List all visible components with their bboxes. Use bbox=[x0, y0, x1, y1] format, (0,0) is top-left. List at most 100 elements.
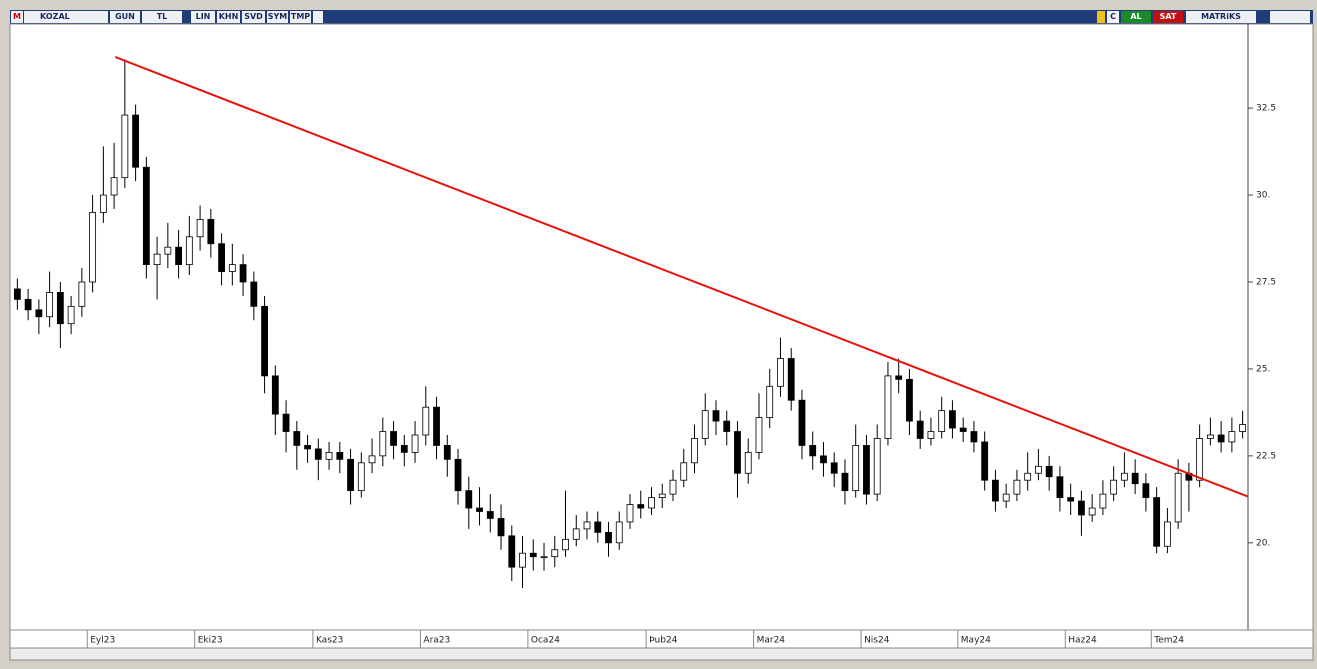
candle-body bbox=[13, 288, 21, 300]
candle-body bbox=[218, 243, 225, 272]
candle-body bbox=[142, 166, 150, 266]
candle-body bbox=[228, 264, 236, 272]
candle-body bbox=[110, 177, 118, 196]
candle-body bbox=[1142, 483, 1150, 498]
candle-body bbox=[1121, 472, 1128, 481]
x-tick-label: Mar24 bbox=[757, 636, 786, 646]
candle-body bbox=[132, 114, 140, 168]
button[interactable]: KHN bbox=[217, 11, 240, 23]
x-tick-label: Haz24 bbox=[1068, 636, 1097, 646]
candle-body bbox=[583, 521, 591, 530]
candle-body bbox=[820, 455, 827, 464]
candle-body bbox=[314, 448, 322, 460]
candle-body bbox=[99, 194, 107, 213]
candle-body bbox=[89, 212, 97, 283]
candle-body bbox=[508, 535, 516, 568]
button[interactable]: TMP bbox=[290, 11, 311, 23]
chart-frame bbox=[9, 23, 1314, 631]
y-tick-label: 20. bbox=[1256, 538, 1270, 548]
y-tick-label: 22.5 bbox=[1256, 451, 1276, 461]
candle-body bbox=[1196, 438, 1204, 481]
x-tick-label: May24 bbox=[961, 636, 991, 646]
candle-body bbox=[755, 417, 763, 453]
sell-button[interactable]: SAT bbox=[1153, 11, 1183, 23]
candle-body bbox=[1228, 431, 1236, 443]
candle-body bbox=[841, 472, 849, 492]
candle-body bbox=[304, 445, 311, 450]
candle-body bbox=[336, 451, 344, 460]
candle-body bbox=[798, 399, 806, 446]
logo[interactable]: M bbox=[11, 11, 23, 23]
candle-body bbox=[884, 375, 892, 439]
x-tick-label: Kas23 bbox=[316, 636, 343, 646]
candle-body bbox=[271, 375, 279, 415]
button[interactable]: LIN bbox=[191, 11, 215, 23]
candle-body bbox=[1239, 424, 1247, 432]
button[interactable]: SYM bbox=[267, 11, 288, 23]
dropdown[interactable] bbox=[313, 11, 323, 23]
x-tick-label: Oca24 bbox=[531, 636, 560, 646]
button[interactable]: C bbox=[1107, 11, 1119, 23]
candle-body bbox=[594, 521, 602, 533]
buy-button[interactable]: AL bbox=[1121, 11, 1151, 23]
x-tick-label: Eyl23 bbox=[90, 636, 115, 646]
candle-body bbox=[970, 431, 978, 443]
candle-body bbox=[368, 455, 376, 464]
candle-body bbox=[250, 281, 258, 307]
candle-body bbox=[916, 420, 924, 439]
candle-body bbox=[680, 462, 688, 481]
candle-body bbox=[734, 431, 741, 474]
candle-body bbox=[1088, 507, 1096, 516]
candle-body bbox=[938, 410, 946, 432]
candle-body bbox=[56, 292, 64, 325]
candle-body bbox=[744, 451, 752, 474]
candle-body bbox=[411, 434, 419, 453]
x-tick-label: Eki23 bbox=[198, 636, 223, 646]
candle-body bbox=[1002, 493, 1010, 502]
button[interactable]: TL bbox=[142, 11, 182, 23]
candle-body bbox=[497, 518, 505, 537]
candle-body bbox=[282, 413, 290, 432]
x-tick-label: Ara23 bbox=[423, 636, 450, 646]
candle-body bbox=[196, 218, 204, 238]
candle-body bbox=[605, 531, 612, 544]
candle-body bbox=[164, 246, 172, 255]
candle-body bbox=[1217, 434, 1225, 443]
candle-body bbox=[1206, 434, 1214, 439]
candle-body bbox=[24, 298, 32, 311]
candle-body bbox=[895, 375, 903, 380]
candle-body bbox=[648, 497, 655, 509]
flash-icon[interactable] bbox=[1097, 11, 1105, 23]
candle-body bbox=[325, 451, 333, 460]
candle-body bbox=[476, 507, 483, 512]
candle-body bbox=[390, 431, 397, 446]
candle-body bbox=[422, 406, 430, 436]
candle-body bbox=[1067, 497, 1075, 502]
candle-body bbox=[712, 410, 720, 422]
candle-body bbox=[35, 309, 43, 318]
symbol[interactable]: KOZAL bbox=[24, 11, 108, 23]
candle-body bbox=[347, 458, 354, 492]
candle-body bbox=[239, 264, 247, 283]
candle-body bbox=[1163, 521, 1171, 547]
candle-body bbox=[992, 479, 999, 502]
candle-body bbox=[1056, 476, 1064, 498]
candle-body bbox=[959, 427, 967, 432]
candle-body bbox=[540, 556, 548, 559]
window-controls[interactable] bbox=[1270, 11, 1310, 23]
candle-body bbox=[981, 441, 989, 481]
brand: MATRiKS bbox=[1186, 11, 1256, 23]
candle-body bbox=[906, 378, 913, 422]
candle-body bbox=[615, 521, 623, 544]
candle-body bbox=[852, 445, 860, 492]
scrollbar[interactable] bbox=[9, 647, 1314, 661]
candle-body bbox=[519, 552, 526, 568]
candle-body bbox=[562, 538, 569, 551]
candle-body bbox=[1078, 500, 1085, 516]
button[interactable]: SVD bbox=[242, 11, 265, 23]
candle-body bbox=[927, 431, 935, 439]
candle-body bbox=[1024, 472, 1032, 481]
button[interactable]: GUN bbox=[110, 11, 140, 23]
y-tick-label: 30. bbox=[1256, 191, 1270, 201]
